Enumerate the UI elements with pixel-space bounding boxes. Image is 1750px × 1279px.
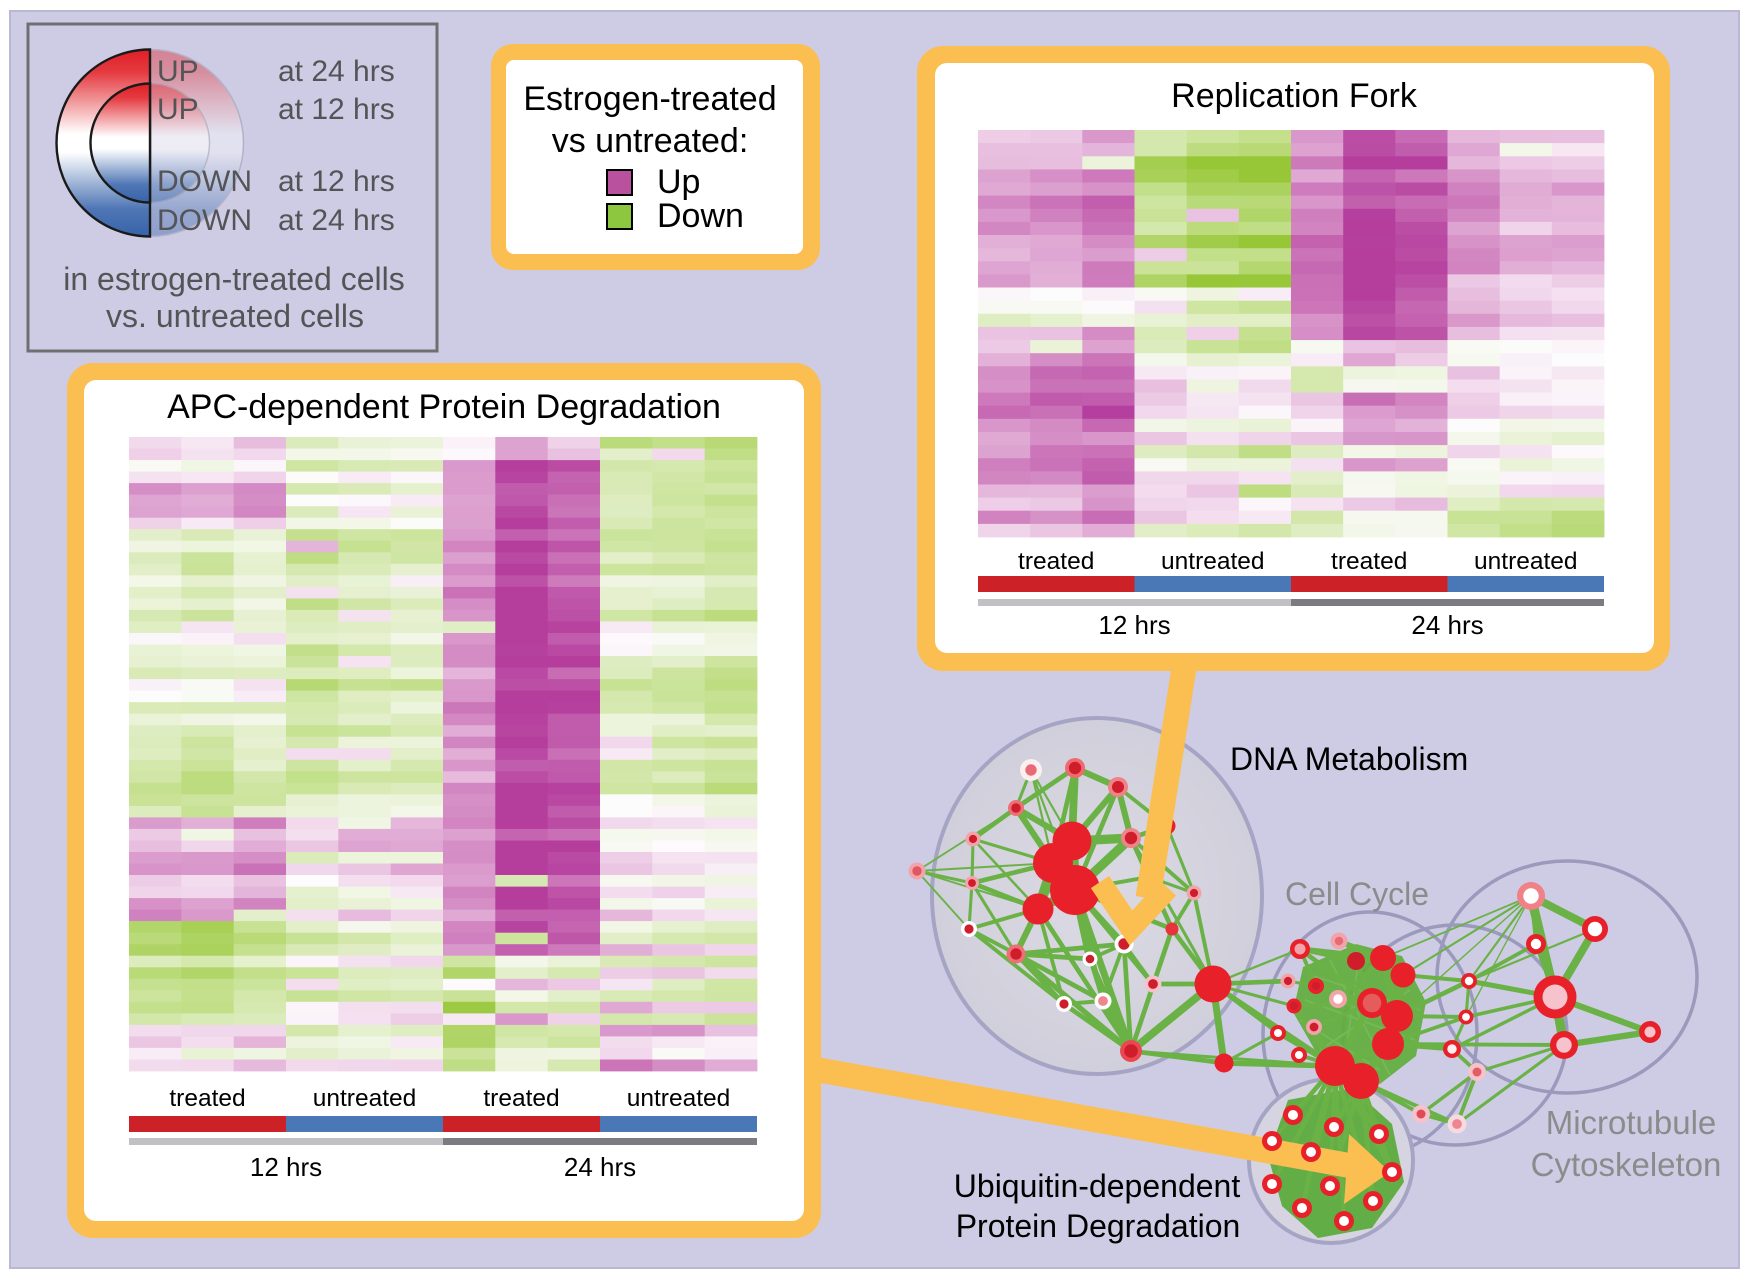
svg-text:untreated: untreated (627, 1085, 731, 1112)
svg-text:Cytoskeleton: Cytoskeleton (1531, 1146, 1722, 1183)
svg-text:untreated: untreated (1161, 548, 1265, 575)
svg-text:DOWN: DOWN (157, 204, 252, 237)
svg-text:Microtubule: Microtubule (1546, 1104, 1717, 1141)
svg-text:Cell Cycle: Cell Cycle (1285, 876, 1429, 912)
svg-text:UP: UP (157, 55, 199, 88)
svg-text:treated: treated (169, 1085, 245, 1112)
svg-text:12 hrs: 12 hrs (250, 1152, 322, 1182)
svg-text:treated: treated (1331, 548, 1407, 575)
svg-text:at 24 hrs: at 24 hrs (278, 204, 395, 237)
svg-text:Estrogen-treated: Estrogen-treated (523, 80, 776, 118)
svg-text:DOWN: DOWN (157, 165, 252, 198)
svg-text:vs untreated:: vs untreated: (552, 122, 749, 160)
svg-text:24 hrs: 24 hrs (564, 1152, 636, 1182)
svg-text:untreated: untreated (1474, 548, 1578, 575)
svg-text:UP: UP (157, 93, 199, 126)
svg-text:12 hrs: 12 hrs (1098, 610, 1170, 640)
svg-text:treated: treated (483, 1085, 559, 1112)
svg-text:vs. untreated cells: vs. untreated cells (106, 298, 364, 334)
svg-text:Ubiquitin-dependent: Ubiquitin-dependent (954, 1168, 1241, 1204)
svg-text:Protein Degradation: Protein Degradation (956, 1208, 1241, 1244)
svg-text:APC-dependent Protein Degradat: APC-dependent Protein Degradation (167, 388, 721, 426)
svg-text:Replication Fork: Replication Fork (1171, 77, 1418, 115)
svg-text:in estrogen-treated cells: in estrogen-treated cells (63, 261, 405, 297)
svg-text:treated: treated (1018, 548, 1094, 575)
svg-text:DNA Metabolism: DNA Metabolism (1230, 741, 1468, 777)
svg-text:24 hrs: 24 hrs (1411, 610, 1483, 640)
svg-text:at 24 hrs: at 24 hrs (278, 55, 395, 88)
svg-text:at 12 hrs: at 12 hrs (278, 93, 395, 126)
svg-text:Down: Down (657, 197, 744, 235)
svg-text:Up: Up (657, 163, 700, 201)
svg-text:untreated: untreated (313, 1085, 417, 1112)
svg-text:at 12 hrs: at 12 hrs (278, 165, 395, 198)
